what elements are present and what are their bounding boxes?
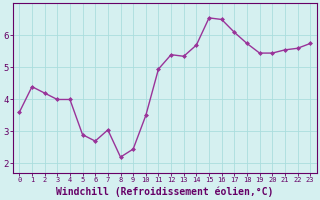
X-axis label: Windchill (Refroidissement éolien,°C): Windchill (Refroidissement éolien,°C): [56, 186, 274, 197]
